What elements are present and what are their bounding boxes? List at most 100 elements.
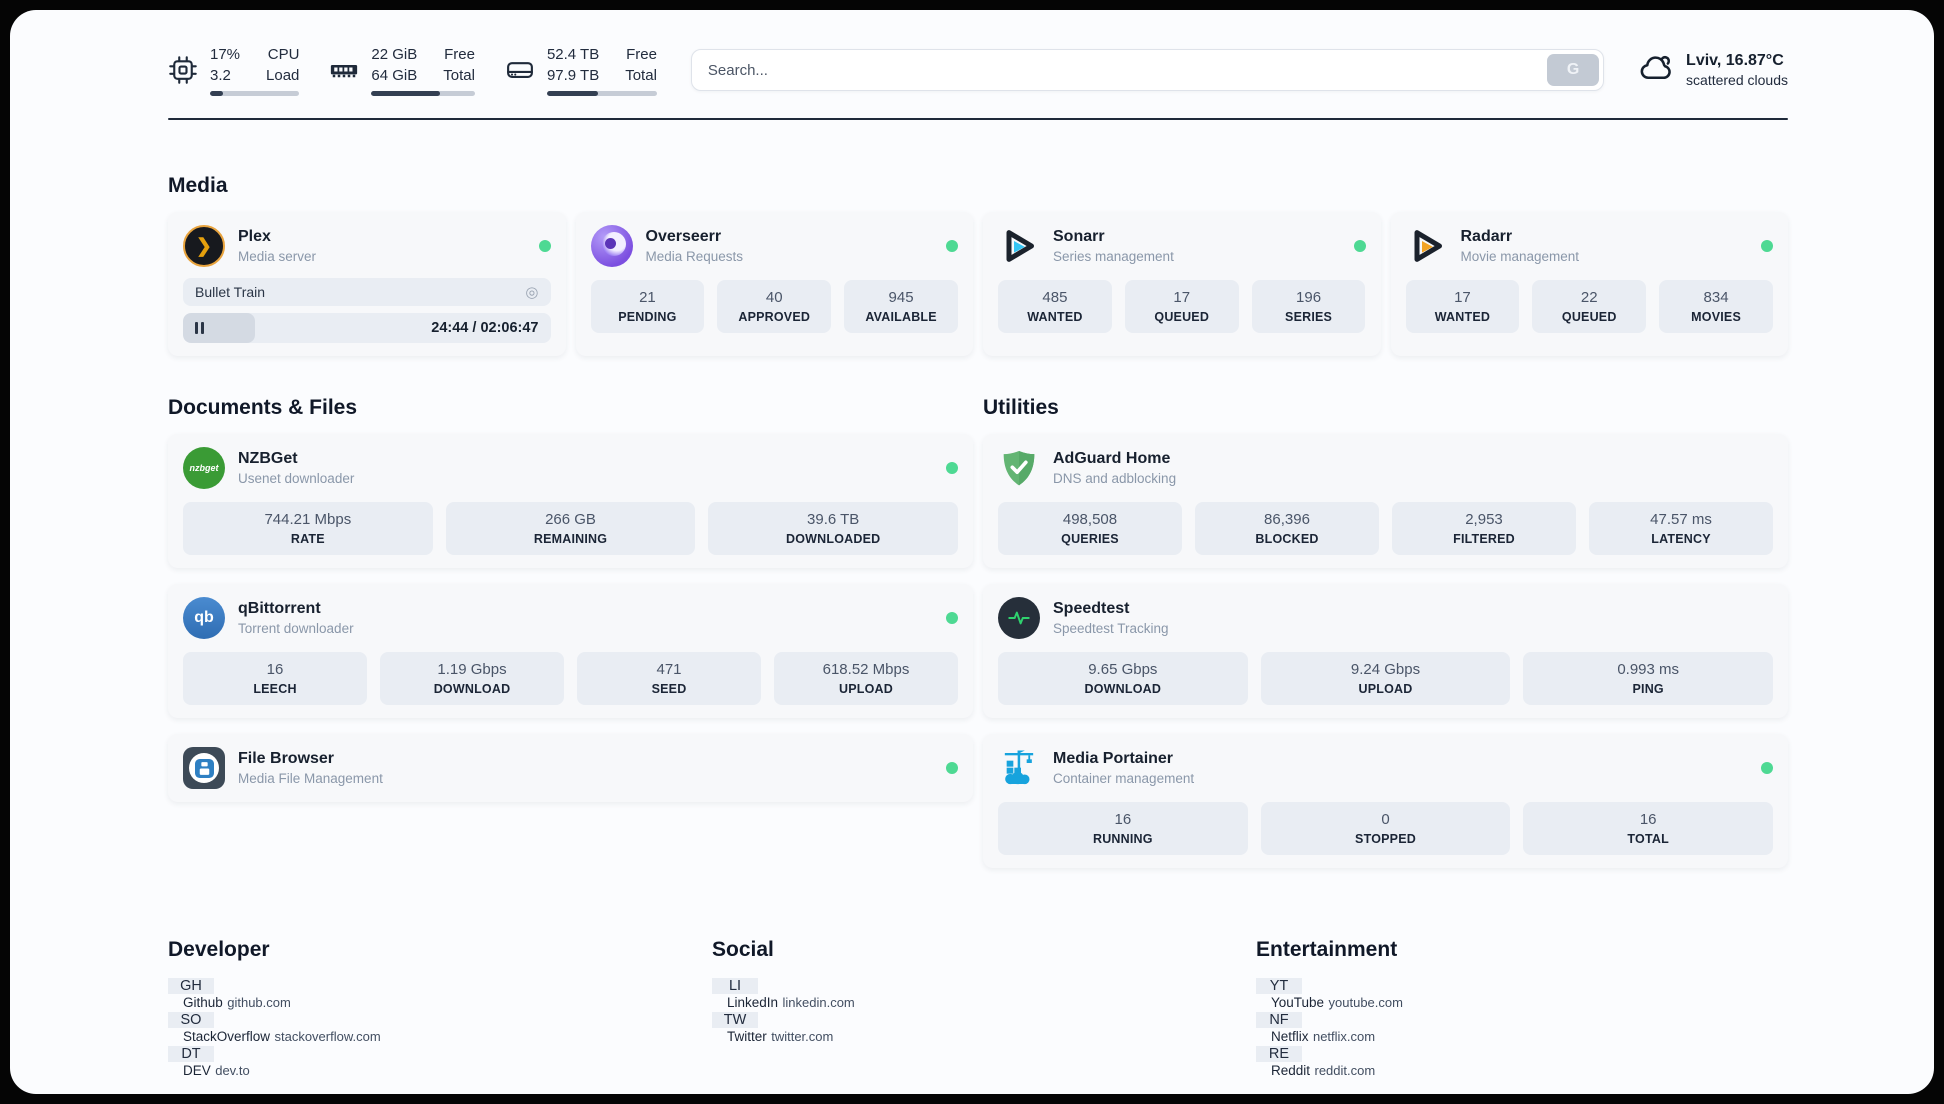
stat-pill: 834 MOVIES <box>1659 280 1773 333</box>
header-divider <box>168 118 1788 120</box>
bookmark-name: YouTube <box>1271 995 1325 1010</box>
bookmark-netflix[interactable]: NF Netflix netflix.com <box>1256 1012 1788 1046</box>
bookmark-dev[interactable]: DT DEV dev.to <box>168 1046 700 1080</box>
search-engine-button[interactable]: G <box>1547 54 1600 86</box>
stat-label: DOWNLOAD <box>1084 682 1162 696</box>
overseerr-icon <box>590 225 633 267</box>
stat-label: APPROVED <box>738 310 811 324</box>
app-desc: Series management <box>1053 249 1174 264</box>
dashboard-panel: 17% 3.2 CPU Load <box>10 10 1934 1094</box>
memory-progress-bar <box>371 91 475 96</box>
filebrowser-icon <box>183 747 225 789</box>
app-name: Media Portainer <box>1053 750 1174 767</box>
stat-pill: 9.24 Gbps UPLOAD <box>1260 652 1511 705</box>
stat-pill: 16 TOTAL <box>1523 802 1774 855</box>
section-title-media: Media <box>168 174 228 197</box>
disk-total-value: 97.9 TB <box>546 67 600 84</box>
memory-progress-fill <box>371 91 440 96</box>
stat-pill: 498,508 QUERIES <box>998 502 1182 555</box>
status-dot <box>946 240 958 252</box>
app-name: Sonarr <box>1053 228 1105 245</box>
stat-label: BLOCKED <box>1255 532 1319 546</box>
bookmark-twitter[interactable]: TW Twitter twitter.com <box>712 1012 1244 1046</box>
stat-value: 17 <box>1173 289 1191 306</box>
app-card-nzbget[interactable]: nzbget NZBGet Usenet downloader 744.21 M… <box>168 434 973 568</box>
stat-value: 0.993 ms <box>1617 661 1680 678</box>
stat-pill: 485 WANTED <box>998 280 1112 333</box>
status-dot <box>538 240 551 252</box>
stat-pill: 16 RUNNING <box>998 802 1248 855</box>
stat-label: QUEUED <box>1154 310 1210 324</box>
playback-time: 24:44 / 02:06:47 <box>431 320 539 336</box>
app-card-portainer[interactable]: Media Portainer Container management 16 … <box>983 734 1788 868</box>
stat-value: 744.21 Mbps <box>264 511 352 528</box>
stat-value: 196 <box>1296 289 1322 306</box>
app-card-filebrowser[interactable]: File Browser Media File Management <box>168 734 973 802</box>
cpu-usage-label: CPU <box>267 46 300 63</box>
stat-pill: 9.65 Gbps DOWNLOAD <box>998 652 1248 705</box>
disk-widget: 52.4 TB 97.9 TB Free Total <box>505 44 657 96</box>
stat-pill: 471 SEED <box>577 652 761 705</box>
stat-label: SERIES <box>1285 310 1333 324</box>
app-card-speedtest[interactable]: Speedtest Speedtest Tracking 9.65 Gbps D… <box>983 584 1788 718</box>
cloud-icon <box>1638 50 1674 91</box>
memory-widget: 22 GiB 64 GiB Free Total <box>329 44 475 96</box>
stat-label: DOWNLOAD <box>433 682 511 696</box>
section-title-developer: Developer <box>168 938 270 961</box>
entertainment-column: Entertainment YT YouTube youtube.com NF … <box>1256 938 1788 1080</box>
stat-value: 47.57 ms <box>1650 511 1712 528</box>
status-dot <box>1761 240 1773 252</box>
search-bar: G <box>690 49 1605 91</box>
search-input[interactable] <box>690 49 1605 91</box>
stat-label: LEECH <box>253 682 297 696</box>
app-card-adguard[interactable]: AdGuard Home DNS and adblocking 498,508 … <box>983 434 1788 568</box>
memory-free-label: Free <box>444 46 475 63</box>
bookmark-abbr: RE <box>1256 1046 1302 1062</box>
status-dot <box>946 612 958 624</box>
portainer-icon <box>998 747 1040 789</box>
developer-column: Developer GH Github github.com SO StackO… <box>168 938 700 1080</box>
app-card-overseerr[interactable]: Overseerr Media Requests 21 PENDING 40 A… <box>575 212 973 356</box>
bookmark-url: github.com <box>227 995 291 1010</box>
stat-label: QUEUED <box>1561 310 1617 324</box>
app-name: AdGuard Home <box>1053 450 1171 467</box>
disk-free-value: 52.4 TB <box>546 46 600 63</box>
now-playing-row: Bullet Train ◎ <box>183 278 551 306</box>
stat-pill: 266 GB REMAINING <box>445 502 696 555</box>
now-playing-title: Bullet Train <box>195 284 266 300</box>
stat-label: SEED <box>651 682 687 696</box>
bookmark-youtube[interactable]: YT YouTube youtube.com <box>1256 978 1788 1012</box>
bookmark-url: linkedin.com <box>782 995 855 1010</box>
cpu-widget: 17% 3.2 CPU Load <box>168 44 300 96</box>
ram-icon <box>329 55 359 85</box>
stat-pill: 744.21 Mbps RATE <box>183 502 433 555</box>
stat-value: 16 <box>1114 811 1132 828</box>
bookmark-reddit[interactable]: RE Reddit reddit.com <box>1256 1046 1788 1080</box>
stat-value: 40 <box>765 289 783 306</box>
memory-total-value: 64 GiB <box>371 67 418 84</box>
stat-label: AVAILABLE <box>865 310 937 324</box>
stat-value: 86,396 <box>1264 511 1310 528</box>
bookmark-linkedin[interactable]: LI LinkedIn linkedin.com <box>712 978 1244 1012</box>
stat-value: 39.6 TB <box>807 511 860 528</box>
app-card-plex[interactable]: ❯ Plex Media server Bullet Train ◎ 24:44… <box>168 212 566 356</box>
stat-pill: 1.19 Gbps DOWNLOAD <box>380 652 564 705</box>
memory-total-label: Total <box>443 67 475 84</box>
app-card-radarr[interactable]: Radarr Movie management 17 WANTED 22 QUE… <box>1390 212 1788 356</box>
disk-progress-bar <box>546 91 657 96</box>
app-desc: Media server <box>238 249 317 264</box>
app-card-qbittorrent[interactable]: qb qBittorrent Torrent downloader 16 LEE… <box>168 584 973 718</box>
bookmark-abbr: GH <box>168 978 214 994</box>
app-card-sonarr[interactable]: Sonarr Series management 485 WANTED 17 Q… <box>983 212 1381 356</box>
weather-location-temp: Lviv, 16.87°C <box>1686 52 1784 69</box>
bookmark-github[interactable]: GH Github github.com <box>168 978 700 1012</box>
app-desc: Speedtest Tracking <box>1053 621 1169 636</box>
status-dot <box>1353 240 1366 252</box>
stat-value: 9.24 Gbps <box>1350 661 1421 678</box>
stat-label: UPLOAD <box>1358 682 1413 696</box>
bookmark-name: Github <box>183 995 223 1010</box>
bookmark-stackoverflow[interactable]: SO StackOverflow stackoverflow.com <box>168 1012 700 1046</box>
speedtest-icon <box>998 597 1040 639</box>
now-playing-icon: ◎ <box>525 283 539 301</box>
app-desc: Media Requests <box>645 249 744 264</box>
